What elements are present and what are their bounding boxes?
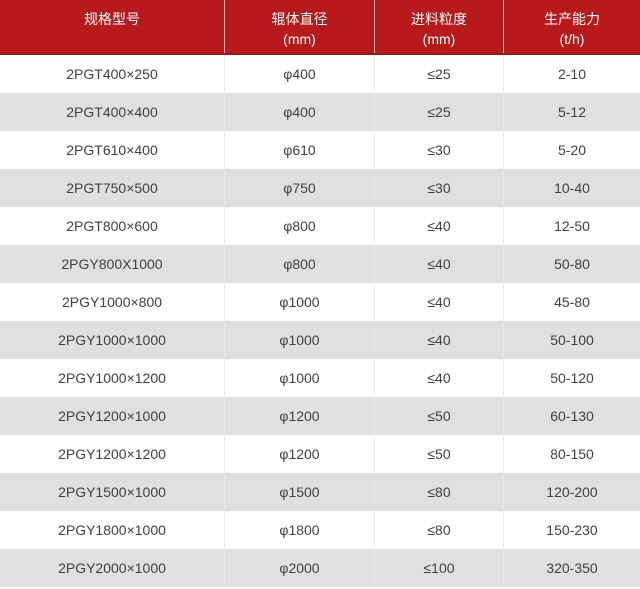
cell-roller-diameter: φ610	[225, 131, 375, 169]
cell-capacity: 320-350	[546, 560, 598, 576]
cell-roller-diameter: φ1000	[225, 283, 375, 321]
column-header-model-label: 规格型号	[84, 11, 140, 27]
cell-roller-diameter: φ1500	[225, 473, 375, 511]
cell-roller-diameter: φ400	[225, 93, 375, 131]
table-row: 2PGY2000×1000 φ2000 ≤100 320-350	[0, 549, 640, 587]
cell-model: 2PGY1000×800	[0, 283, 225, 321]
column-header-capacity: 生产能力 (t/h)	[504, 0, 640, 53]
cell-capacity: 150-230	[546, 522, 598, 538]
table-row: 2PGT800×600 φ800 ≤40 12-50	[0, 207, 640, 245]
table-row: 2PGT610×400 φ610 ≤30 5-20	[0, 131, 640, 169]
column-header-capacity-unit: (t/h)	[559, 31, 585, 47]
table-row: 2PGY1000×800 φ1000 ≤40 45-80	[0, 283, 640, 321]
cell-feed-size: ≤80	[375, 473, 504, 511]
cell-capacity: 120-200	[546, 484, 598, 500]
cell-roller-diameter: φ1000	[225, 321, 375, 359]
table-row: 2PGY800X1000 φ800 ≤40 50-80	[0, 245, 640, 283]
table-row: 2PGY1200×1200 φ1200 ≤50 80-150	[0, 435, 640, 473]
table-row: 2PGY1500×1000 φ1500 ≤80 120-200	[0, 473, 640, 511]
cell-model: 2PGT400×250	[0, 55, 225, 93]
cell-capacity: 45-80	[554, 294, 590, 310]
cell-feed-size: ≤30	[375, 169, 504, 207]
cell-model: 2PGY1800×1000	[0, 511, 225, 549]
cell-capacity: 12-50	[554, 218, 590, 234]
cell-roller-diameter: φ1200	[225, 435, 375, 473]
cell-capacity: 60-130	[550, 408, 594, 424]
column-header-feed-size: 进料粒度 (mm)	[375, 0, 504, 53]
column-header-roller-diameter-unit: (mm)	[283, 31, 316, 47]
cell-model: 2PGY1000×1000	[0, 321, 225, 359]
cell-roller-diameter: φ1800	[225, 511, 375, 549]
table-row: 2PGT750×500 φ750 ≤30 10-40	[0, 169, 640, 207]
table-header: 规格型号 辊体直径 (mm) 进料粒度 (mm) 生产能力 (t/h)	[0, 0, 640, 55]
cell-feed-size: ≤50	[375, 435, 504, 473]
cell-capacity: 2-10	[557, 66, 587, 82]
cell-capacity: 10-40	[554, 180, 590, 196]
cell-capacity: 50-120	[550, 370, 594, 386]
cell-feed-size: ≤40	[375, 359, 504, 397]
cell-feed-size: ≤80	[375, 511, 504, 549]
cell-feed-size: ≤50	[375, 397, 504, 435]
column-header-roller-diameter: 辊体直径 (mm)	[225, 0, 375, 53]
cell-capacity: 80-150	[550, 446, 594, 462]
table-body: 2PGT400×250 φ400 ≤25 2-10 2PGT400×400 φ4…	[0, 55, 640, 587]
table-row: 2PGY1200×1000 φ1200 ≤50 60-130	[0, 397, 640, 435]
cell-model: 2PGT610×400	[0, 131, 225, 169]
column-header-model: 规格型号	[0, 0, 225, 53]
cell-model: 2PGT800×600	[0, 207, 225, 245]
cell-feed-size: ≤30	[375, 131, 504, 169]
table-row: 2PGY1000×1200 φ1000 ≤40 50-120	[0, 359, 640, 397]
table-row: 2PGT400×400 φ400 ≤25 5-12	[0, 93, 640, 131]
cell-model: 2PGT400×400	[0, 93, 225, 131]
cell-roller-diameter: φ1000	[225, 359, 375, 397]
column-header-capacity-label: 生产能力	[544, 11, 600, 27]
table-row: 2PGY1800×1000 φ1800 ≤80 150-230	[0, 511, 640, 549]
cell-model: 2PGY800X1000	[0, 245, 225, 283]
column-header-roller-diameter-label: 辊体直径	[271, 11, 328, 27]
cell-roller-diameter: φ800	[225, 245, 375, 283]
cell-feed-size: ≤40	[375, 207, 504, 245]
cell-roller-diameter: φ400	[225, 55, 375, 93]
cell-feed-size: ≤25	[375, 93, 504, 131]
cell-roller-diameter: φ1200	[225, 397, 375, 435]
cell-model: 2PGY2000×1000	[0, 549, 225, 587]
column-header-feed-size-label: 进料粒度	[411, 11, 467, 27]
column-header-feed-size-unit: (mm)	[422, 31, 456, 47]
cell-capacity: 5-20	[557, 142, 587, 158]
cell-model: 2PGY1500×1000	[0, 473, 225, 511]
cell-feed-size: ≤40	[375, 283, 504, 321]
cell-feed-size: ≤40	[375, 321, 504, 359]
cell-roller-diameter: φ2000	[225, 549, 375, 587]
table-row: 2PGT400×250 φ400 ≤25 2-10	[0, 55, 640, 93]
cell-model: 2PGY1200×1200	[0, 435, 225, 473]
cell-capacity: 5-12	[557, 104, 587, 120]
cell-feed-size: ≤100	[375, 549, 504, 587]
cell-capacity: 50-80	[554, 256, 590, 272]
cell-feed-size: ≤25	[375, 55, 504, 93]
cell-model: 2PGY1200×1000	[0, 397, 225, 435]
cell-roller-diameter: φ750	[225, 169, 375, 207]
table-row: 2PGY1000×1000 φ1000 ≤40 50-100	[0, 321, 640, 359]
cell-model: 2PGY1000×1200	[0, 359, 225, 397]
cell-capacity: 50-100	[550, 332, 594, 348]
cell-model: 2PGT750×500	[0, 169, 225, 207]
cell-roller-diameter: φ800	[225, 207, 375, 245]
cell-feed-size: ≤40	[375, 245, 504, 283]
